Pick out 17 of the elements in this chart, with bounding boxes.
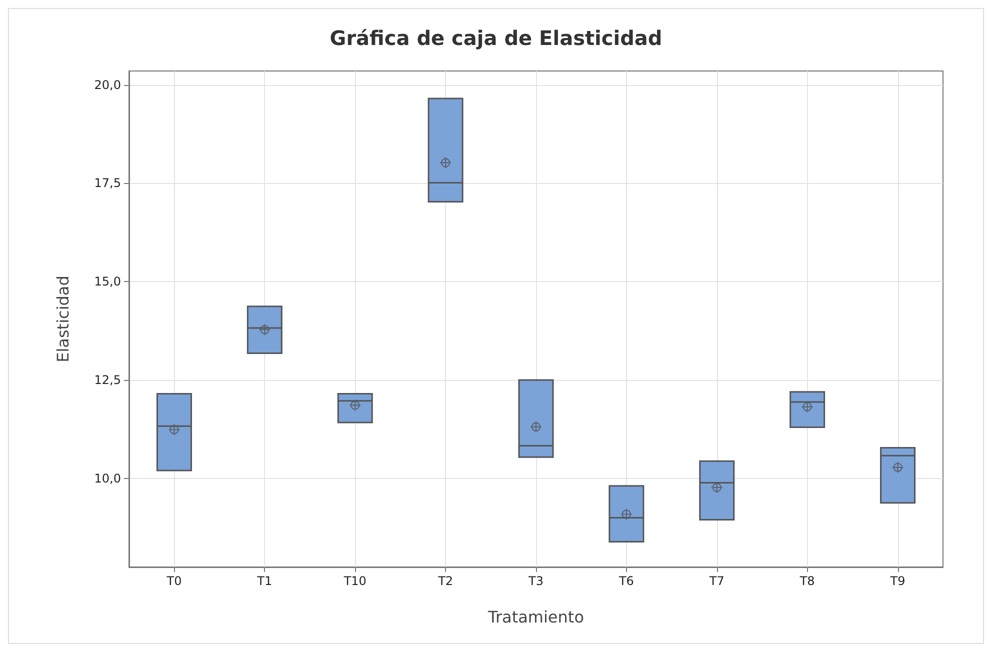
x-tick-label: T3 [528, 574, 544, 588]
y-tick-label: 15,0 [94, 274, 121, 289]
y-tick-label: 20,0 [94, 78, 121, 92]
chart-title: Gráfica de caja de Elasticidad [330, 26, 662, 50]
y-tick-label: 12,5 [94, 373, 121, 388]
x-tick-label: T7 [708, 574, 724, 588]
y-axis-title: Elasticidad [54, 276, 72, 362]
x-tick-label: T1 [256, 574, 272, 588]
x-tick-label: T0 [166, 574, 182, 588]
x-tick-label: T10 [342, 574, 366, 588]
x-tick-label: T8 [798, 574, 815, 588]
x-tick-label: T2 [437, 574, 454, 588]
x-tick-label: T6 [618, 574, 634, 588]
y-tick-label: 10,0 [94, 471, 121, 486]
y-tick-label: 17,5 [94, 176, 121, 190]
x-axis-title: Tratamiento [487, 608, 584, 626]
x-tick-label: T9 [889, 574, 906, 588]
